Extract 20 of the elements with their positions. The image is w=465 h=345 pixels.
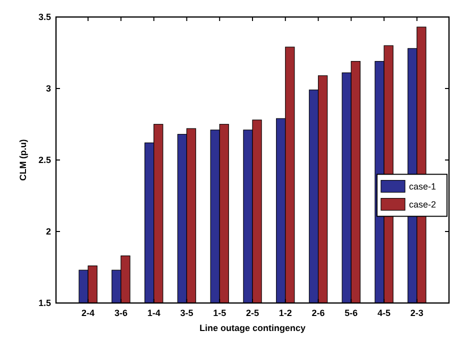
y-tick-label: 2 — [46, 226, 51, 237]
x-tick-label: 2-3 — [410, 308, 424, 318]
x-tick-label: 4-5 — [378, 308, 391, 318]
y-axis-title: CLM (p.u) — [18, 139, 28, 181]
y-tick-label: 3 — [46, 84, 51, 94]
x-tick-label: 3-5 — [180, 308, 194, 318]
x-tick-label: 3-6 — [114, 308, 128, 318]
x-tick-label: 1-5 — [213, 308, 226, 318]
x-tick-label: 2-4 — [82, 308, 95, 318]
legend-label: case-2 — [409, 199, 436, 210]
x-tick-label: 1-4 — [147, 308, 160, 318]
x-tick-label: 2-6 — [312, 308, 325, 318]
legend-label: case-1 — [409, 181, 436, 192]
y-tick-label: 3.5 — [38, 12, 51, 22]
y-tick-label: 2.5 — [38, 155, 51, 166]
x-tick-label: 5-6 — [344, 308, 358, 318]
x-tick-label: 1-2 — [278, 308, 292, 318]
y-tick-label: 1.5 — [38, 298, 51, 308]
x-axis-title: Line outage contingency — [199, 323, 306, 333]
x-tick-label: 2-5 — [246, 308, 260, 318]
